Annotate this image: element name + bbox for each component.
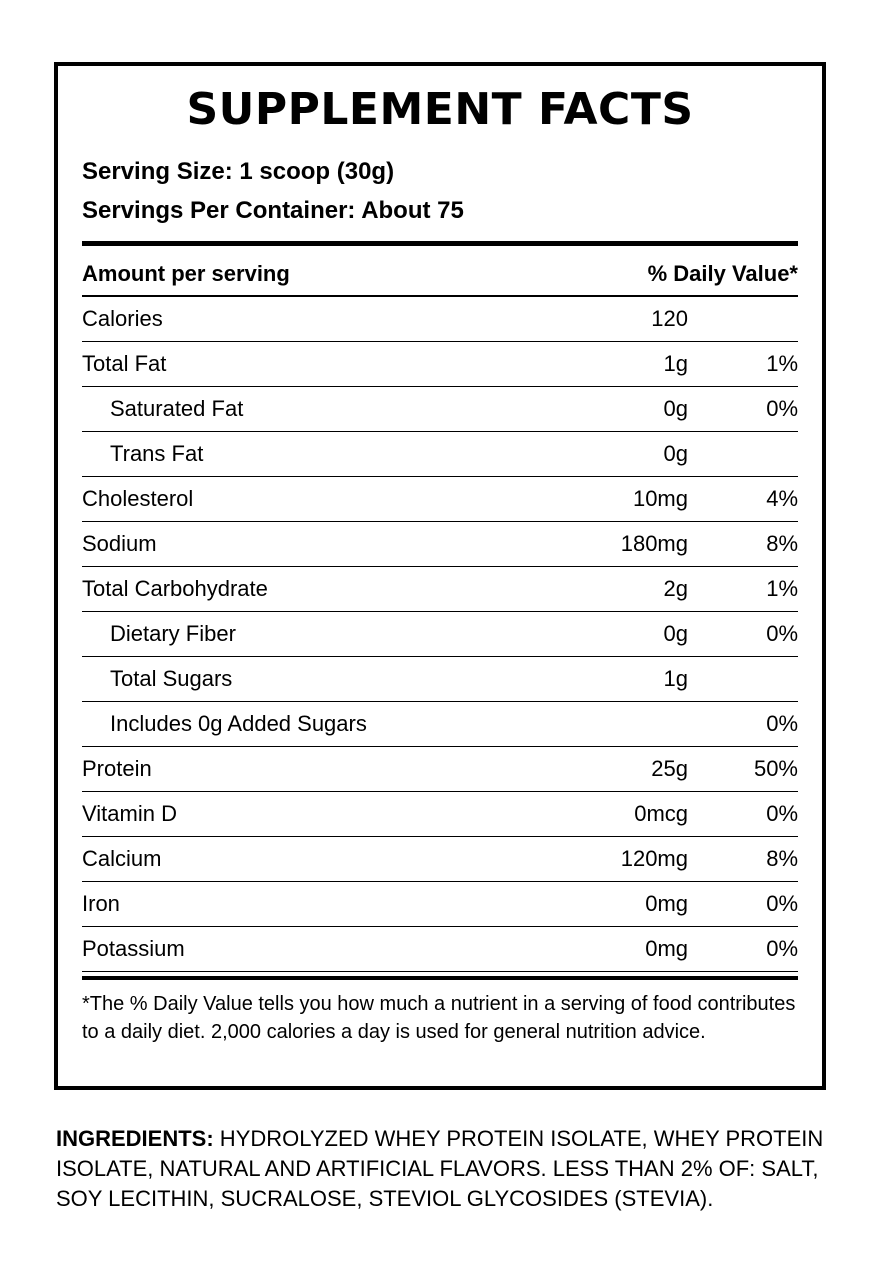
nutrient-daily-value: 1%	[766, 576, 798, 601]
nutrient-daily-value: 4%	[766, 486, 798, 511]
table-row: Includes 0g Added Sugars 0%	[82, 702, 798, 747]
daily-value-footnote: *The % Daily Value tells you how much a …	[82, 993, 796, 1043]
nutrient-amount: 0mg	[645, 936, 688, 961]
nutrient-daily-value: 8%	[766, 531, 798, 556]
nutrient-name: Protein	[82, 756, 152, 781]
table-row: Protein 25g 50%	[82, 747, 798, 792]
table-row: Calcium 120mg 8%	[82, 837, 798, 882]
nutrient-daily-value: 0%	[766, 801, 798, 826]
nutrient-daily-value: 1%	[766, 351, 798, 376]
ingredients-statement: INGREDIENTS: HYDROLYZED WHEY PROTEIN ISO…	[56, 1124, 826, 1214]
nutrient-name: Calories	[82, 306, 163, 331]
nutrient-table: Calories 120 Total Fat 1g 1% Saturated Fat 0g 0…	[82, 297, 798, 972]
nutrient-amount: 120mg	[620, 846, 688, 871]
nutrient-amount: 25g	[651, 756, 688, 781]
amount-per-serving-header: Amount per serving	[82, 261, 290, 286]
table-row: Total Carbohydrate 2g 1%	[82, 567, 798, 612]
nutrient-amount: 0g	[663, 441, 688, 466]
ingredients-text: HYDROLYZED WHEY PROTEIN ISOLATE, WHEY PR…	[56, 1126, 824, 1211]
nutrient-amount: 10mg	[632, 486, 688, 511]
nutrient-name: Cholesterol	[82, 486, 194, 511]
nutrient-name: Total Sugars	[110, 666, 233, 691]
nutrient-daily-value: 0%	[766, 936, 798, 961]
bottom-divider	[82, 976, 798, 980]
thick-divider	[82, 241, 798, 246]
nutrient-daily-value: 0%	[766, 711, 798, 736]
nutrient-name: Calcium	[82, 846, 162, 871]
nutrient-amount: 2g	[663, 576, 688, 601]
nutrient-daily-value: 8%	[766, 846, 798, 871]
nutrient-daily-value: 0%	[766, 396, 798, 421]
nutrient-name: Potassium	[82, 936, 185, 961]
nutrient-name: Saturated Fat	[110, 396, 244, 421]
nutrient-name: Total Carbohydrate	[82, 576, 268, 601]
nutrient-name: Iron	[82, 891, 120, 916]
nutrient-name: Trans Fat	[110, 441, 204, 466]
table-row: Vitamin D 0mcg 0%	[82, 792, 798, 837]
nutrient-daily-value: 0%	[766, 891, 798, 916]
nutrient-amount: 180mg	[620, 531, 688, 556]
servings-per-container: Servings Per Container: About 75	[82, 197, 464, 224]
serving-size: Serving Size: 1 scoop (30g)	[82, 158, 395, 185]
nutrient-amount: 1g	[663, 666, 688, 691]
nutrient-amount: 0mg	[645, 891, 688, 916]
nutrient-name: Vitamin D	[82, 801, 177, 826]
table-row: Dietary Fiber 0g 0%	[82, 612, 798, 657]
table-header: Amount per serving % Daily Value*	[82, 256, 798, 292]
nutrient-name: Total Fat	[82, 351, 167, 376]
table-row: Trans Fat 0g	[82, 432, 798, 477]
table-row: Saturated Fat 0g 0%	[82, 387, 798, 432]
nutrient-daily-value: 0%	[766, 621, 798, 646]
table-row: Iron 0mg 0%	[82, 882, 798, 927]
nutrient-amount: 0g	[663, 621, 688, 646]
nutrient-name: Includes 0g Added Sugars	[110, 711, 367, 736]
table-row: Total Fat 1g 1%	[82, 342, 798, 387]
nutrient-amount: 0mcg	[634, 801, 688, 826]
nutrient-amount: 1g	[663, 351, 688, 376]
ingredients-label: INGREDIENTS:	[56, 1126, 214, 1151]
supplement-facts-panel: SUPPLEMENT FACTS Serving Size: 1 scoop (…	[54, 62, 826, 1090]
table-row: Calories 120	[82, 297, 798, 342]
nutrient-amount: 120	[651, 306, 688, 331]
nutrient-name: Dietary Fiber	[110, 621, 236, 646]
table-row: Cholesterol 10mg 4%	[82, 477, 798, 522]
nutrient-amount: 0g	[663, 396, 688, 421]
table-row: Sodium 180mg 8%	[82, 522, 798, 567]
table-row: Total Sugars 1g	[82, 657, 798, 702]
header-divider	[82, 295, 798, 297]
panel-title: SUPPLEMENT FACTS	[186, 84, 694, 135]
nutrient-name: Sodium	[82, 531, 157, 556]
daily-value-header: % Daily Value*	[647, 261, 798, 286]
nutrient-daily-value: 50%	[753, 756, 798, 781]
table-row: Potassium 0mg 0%	[82, 927, 798, 972]
